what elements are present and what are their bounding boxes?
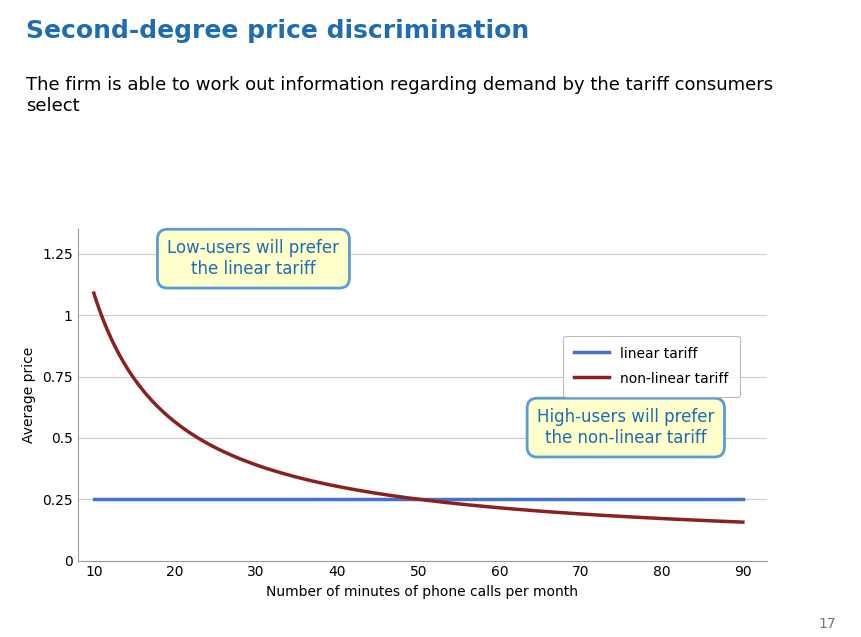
Text: 17: 17: [818, 617, 835, 631]
Text: Second-degree price discrimination: Second-degree price discrimination: [26, 19, 529, 43]
Text: High-users will prefer
the non-linear tariff: High-users will prefer the non-linear ta…: [536, 408, 714, 447]
X-axis label: Number of minutes of phone calls per month: Number of minutes of phone calls per mon…: [266, 585, 578, 599]
Text: Low-users will prefer
the linear tariff: Low-users will prefer the linear tariff: [167, 240, 339, 278]
Y-axis label: Average price: Average price: [22, 347, 36, 443]
Legend: linear tariff, non-linear tariff: linear tariff, non-linear tariff: [562, 336, 739, 397]
Text: The firm is able to work out information regarding demand by the tariff consumer: The firm is able to work out information…: [26, 76, 772, 115]
